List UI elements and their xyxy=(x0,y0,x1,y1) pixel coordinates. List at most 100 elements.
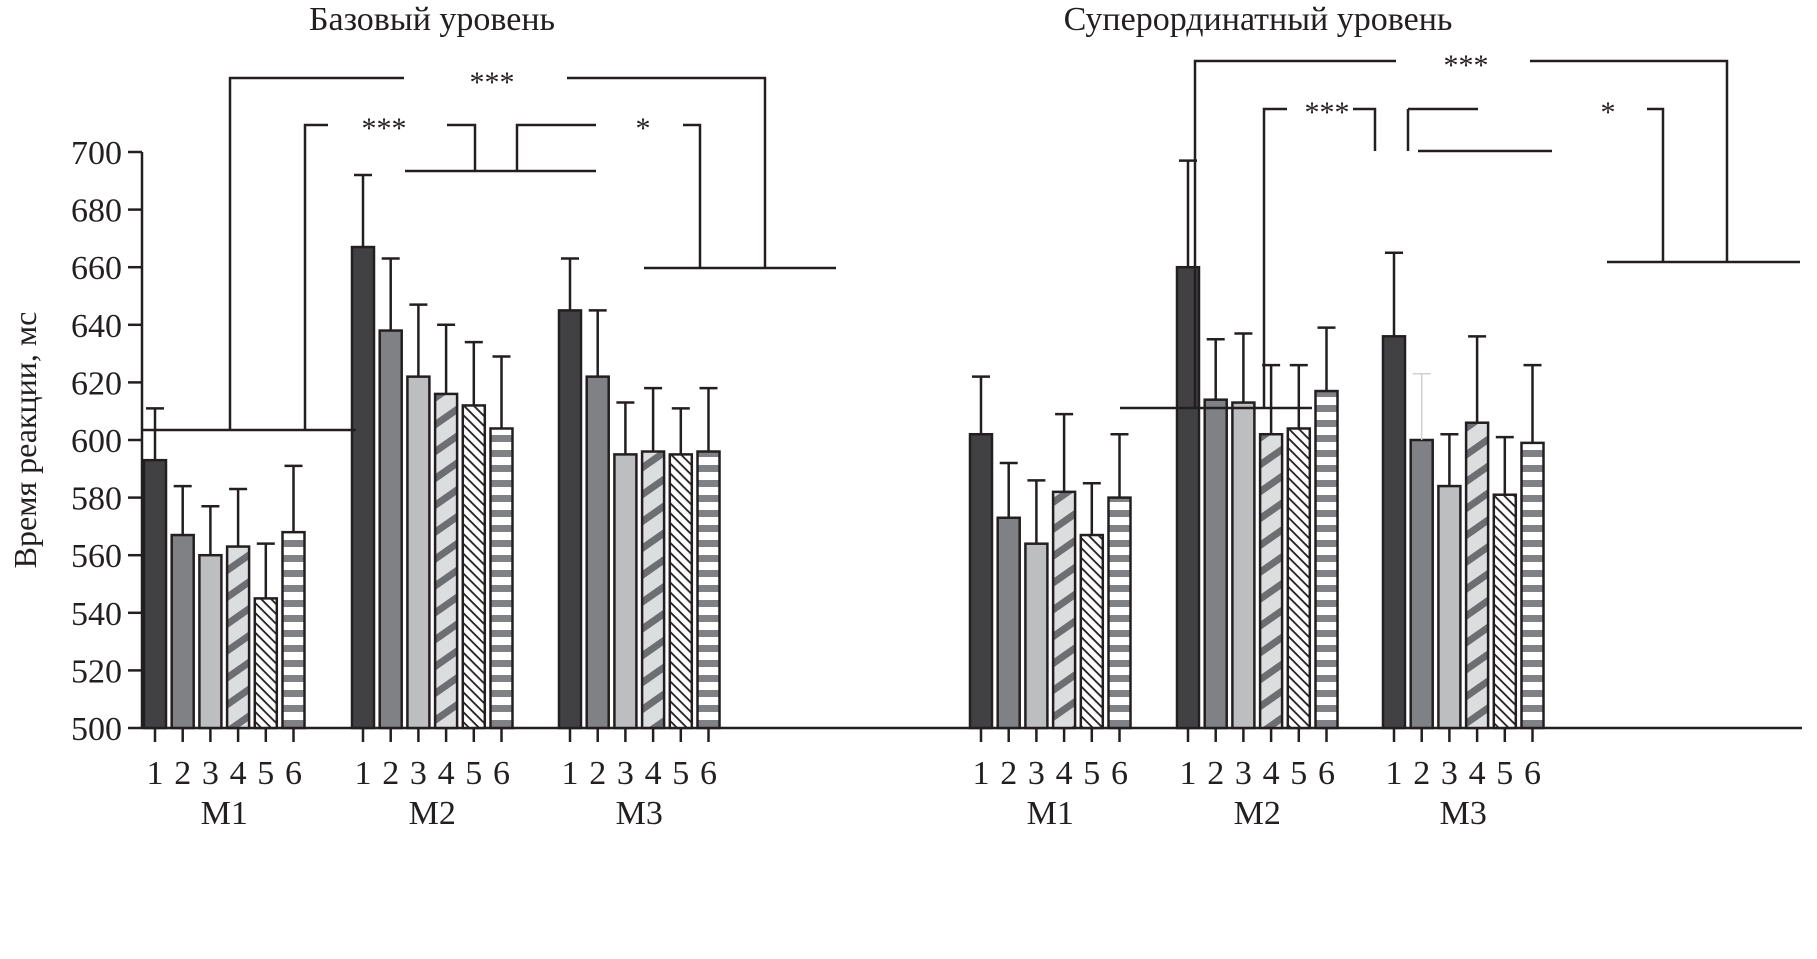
significance-label: * xyxy=(636,112,651,145)
bar-m3-6 xyxy=(1520,441,1545,730)
y-tick-label: 580 xyxy=(71,481,122,518)
bar-m3-3 xyxy=(613,453,638,730)
bar-m2-3 xyxy=(406,375,431,730)
bar-m3-4 xyxy=(1464,421,1490,730)
bar-m1-6 xyxy=(281,530,306,730)
bar-m2-6 xyxy=(1314,389,1339,730)
x-tick-label: 3 xyxy=(1441,755,1458,792)
x-tick-label: 5 xyxy=(1290,755,1307,792)
bracket-line xyxy=(1353,107,1377,151)
bar-m3-5 xyxy=(668,453,694,730)
x-tick-label: 1 xyxy=(1180,755,1197,792)
y-axis-title: Время реакции, мс xyxy=(7,312,43,569)
x-tick-label: 2 xyxy=(1000,755,1017,792)
x-tick-label: 1 xyxy=(147,755,164,792)
x-tick-label: 6 xyxy=(700,755,717,792)
x-tick-label: 4 xyxy=(645,755,662,792)
bar-group-superordinate-m3 xyxy=(1381,251,1545,730)
group-label: M2 xyxy=(1234,795,1281,832)
x-tick-label: 5 xyxy=(465,755,482,792)
bar-m1-2 xyxy=(996,516,1021,730)
y-tick-label: 600 xyxy=(71,423,122,460)
bar-m2-5 xyxy=(461,404,487,730)
group-label: M3 xyxy=(1440,795,1487,832)
bar-m1-2 xyxy=(170,533,195,730)
y-axis: 500 520 540 560 580 600 620 640 660 680 700 xyxy=(71,135,1802,748)
x-tick-label: 6 xyxy=(1318,755,1335,792)
x-tick-label: 1 xyxy=(355,755,372,792)
x-tick-label: 1 xyxy=(973,755,990,792)
x-tick-label: 2 xyxy=(1413,755,1430,792)
x-tick-label: 4 xyxy=(1263,755,1280,792)
bar-m2-4 xyxy=(1258,432,1284,730)
y-tick-label: 520 xyxy=(71,653,122,690)
panel-title-superordinate: Суперординатный уровень xyxy=(1064,1,1453,38)
x-tick-label: 6 xyxy=(1111,755,1128,792)
y-tick-label: 680 xyxy=(71,193,122,230)
x-tick-label: 3 xyxy=(202,755,219,792)
x-tick-label: 2 xyxy=(382,755,399,792)
y-tick-label: 640 xyxy=(71,308,122,345)
x-tick-label: 4 xyxy=(230,755,247,792)
x-tick-label: 6 xyxy=(493,755,510,792)
bar-m1-3 xyxy=(198,553,223,730)
bar-m1-3 xyxy=(1024,542,1049,730)
group-label: M1 xyxy=(201,795,248,832)
x-tick-label: 3 xyxy=(1028,755,1045,792)
y-tick-label: 540 xyxy=(71,596,122,633)
bar-m3-4 xyxy=(640,450,666,730)
bar-m2-5 xyxy=(1286,427,1312,730)
significance-label: *** xyxy=(1444,49,1489,82)
bar-m2-2 xyxy=(1203,398,1228,730)
x-tick-label: 1 xyxy=(1386,755,1403,792)
significance-brackets: ****** ******* * xyxy=(142,49,1800,432)
bar-m3-6 xyxy=(696,450,721,730)
x-tick-label: 5 xyxy=(1083,755,1100,792)
bracket-line xyxy=(447,123,477,171)
x-tick-label: 3 xyxy=(1235,755,1252,792)
significance-label: *** xyxy=(470,66,515,99)
group-label: M1 xyxy=(1027,795,1074,832)
group-label: M2 xyxy=(409,795,456,832)
x-tick-label: 5 xyxy=(672,755,689,792)
x-tick-label: 2 xyxy=(174,755,191,792)
x-tick-label: 4 xyxy=(438,755,455,792)
bracket-line xyxy=(515,123,596,171)
bar-m2-6 xyxy=(489,427,514,730)
bar-m2-1 xyxy=(350,245,376,730)
significance-label: *** xyxy=(1305,96,1350,129)
x-tick-label: 6 xyxy=(1524,755,1541,792)
x-tick-label: 4 xyxy=(1469,755,1486,792)
bar-m3-3 xyxy=(1437,484,1462,730)
bar-m2-3 xyxy=(1231,401,1256,730)
significance-label: * xyxy=(1601,96,1616,129)
bar-group-superordinate-m1 xyxy=(968,375,1132,730)
x-tick-label: 5 xyxy=(1496,755,1513,792)
x-tick-label: 5 xyxy=(257,755,274,792)
bar-m1-4 xyxy=(1051,490,1077,730)
bracket-line xyxy=(1193,59,1396,408)
y-tick-label: 500 xyxy=(71,711,122,748)
x-tick-label: 1 xyxy=(562,755,579,792)
y-tick-label: 620 xyxy=(71,365,122,402)
bar-m3-1 xyxy=(1381,335,1407,730)
bracket-line xyxy=(683,123,702,268)
bar-m1-6 xyxy=(1107,496,1132,730)
x-tick-label: 2 xyxy=(1207,755,1224,792)
bar-m2-2 xyxy=(378,329,403,730)
bar-m3-5 xyxy=(1492,493,1518,730)
bar-m3-2 xyxy=(1409,438,1434,730)
y-tick-label: 560 xyxy=(71,538,122,575)
bar-group-basic-m1 xyxy=(142,407,306,730)
bar-group-superordinate-m2 xyxy=(1175,159,1339,730)
bracket-line xyxy=(303,123,328,430)
x-tick-label: 4 xyxy=(1056,755,1073,792)
group-label: M3 xyxy=(616,795,663,832)
y-tick-label: 700 xyxy=(71,135,122,172)
x-tick-label: 3 xyxy=(410,755,427,792)
bar-m1-5 xyxy=(1079,533,1105,730)
bar-m1-5 xyxy=(253,597,279,730)
y-tick-label: 660 xyxy=(71,250,122,287)
bar-m2-4 xyxy=(433,392,459,730)
